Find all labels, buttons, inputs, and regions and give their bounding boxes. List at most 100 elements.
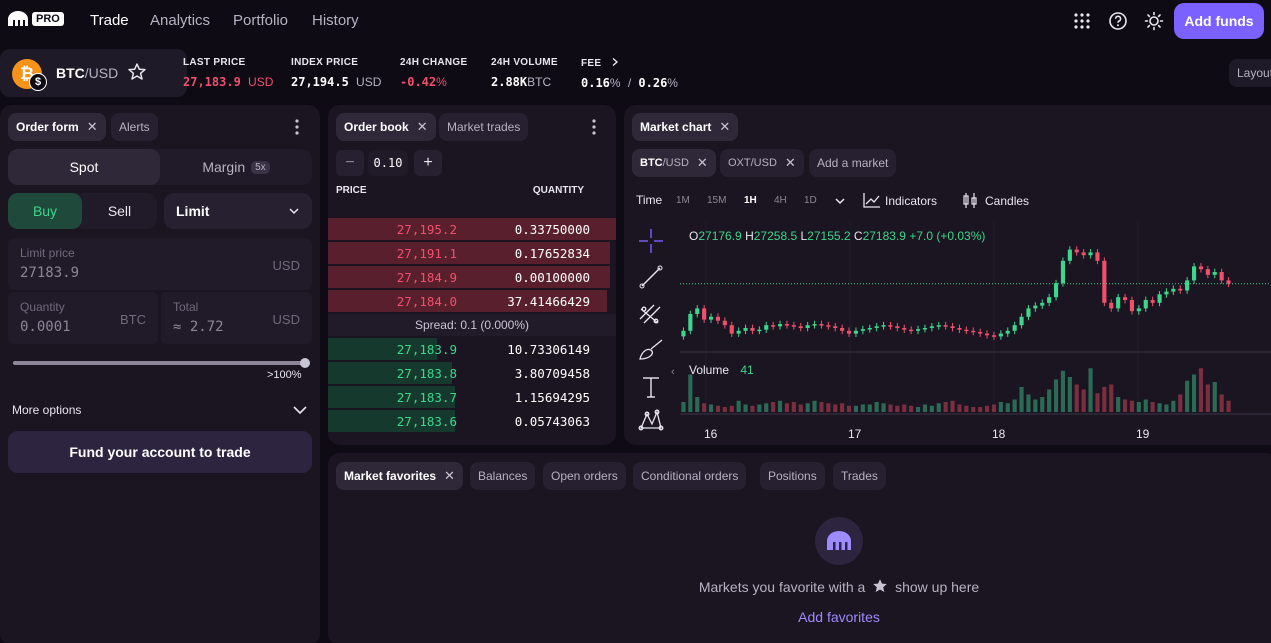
volume-bar	[1088, 368, 1093, 412]
candle-body	[715, 316, 721, 321]
theme-sun-icon[interactable]	[1144, 11, 1164, 31]
grouping-value[interactable]: 0.10	[368, 150, 408, 176]
nav-item-portfolio[interactable]: Portfolio	[233, 12, 289, 29]
amount-slider-thumb[interactable]	[300, 358, 310, 368]
ask-row[interactable]: 27,195.2 0.33750000	[328, 218, 616, 240]
indicators-icon[interactable]	[863, 192, 881, 208]
fib-tool-icon[interactable]	[638, 301, 664, 327]
ask-quantity: 0.33750000	[514, 222, 590, 237]
apps-grid-icon[interactable]	[1072, 11, 1092, 31]
timeframe-1d[interactable]: 1D	[804, 195, 817, 206]
timeframe-15m[interactable]: 15M	[707, 195, 727, 206]
layout-button[interactable]: Layout	[1229, 59, 1271, 87]
price-chart[interactable]: 16 17 18 19	[672, 222, 1271, 445]
tab-order-book[interactable]: Order book ✕	[336, 113, 436, 141]
trendline-icon[interactable]	[638, 264, 664, 290]
close-icon[interactable]: ✕	[416, 119, 428, 134]
more-options-toggle[interactable]: More options	[12, 402, 308, 420]
quantity-column-header: QUANTITY	[532, 185, 584, 196]
favorite-star-icon[interactable]	[127, 62, 147, 82]
sell-button[interactable]: Sell	[107, 203, 132, 219]
ask-row[interactable]: 27,184.0 37.41466429	[328, 290, 616, 312]
volume-bar	[1095, 393, 1100, 412]
nav-item-trade[interactable]: Trade	[90, 12, 129, 29]
pattern-tool-icon[interactable]	[638, 408, 664, 434]
fund-account-button[interactable]: Fund your account to trade	[8, 431, 312, 473]
collapse-chevron-icon[interactable]: ‹	[671, 366, 675, 378]
tab-market-favorites[interactable]: Market favorites ✕	[336, 462, 463, 490]
bid-row[interactable]: 27,183.7 1.15694295	[328, 386, 616, 408]
limit-price-field[interactable]: Limit price 27183.9 USD	[8, 238, 312, 290]
candle-body	[777, 324, 783, 327]
tab-conditional-orders[interactable]: Conditional orders	[633, 462, 747, 490]
candles-icon[interactable]	[962, 192, 978, 209]
crosshair-icon[interactable]	[638, 228, 664, 254]
nav-item-history[interactable]: History	[312, 12, 359, 29]
margin-mode-button[interactable]: Margin 5x	[160, 149, 312, 185]
order-type-select[interactable]: Limit	[164, 193, 312, 229]
bid-row[interactable]: 27,183.8 3.80709458	[328, 362, 616, 384]
buy-button[interactable]: Buy	[8, 193, 82, 229]
volume-bar	[929, 405, 934, 412]
tab-market-trades[interactable]: Market trades	[439, 113, 529, 141]
total-field[interactable]: Total ≈ 2.72 USD	[161, 292, 312, 344]
timeframe-dropdown-icon[interactable]	[834, 196, 846, 206]
chart-pair-oxt[interactable]: OXT/USD ✕	[720, 149, 804, 177]
volume-bar	[950, 400, 955, 412]
tab-order-form[interactable]: Order form ✕	[8, 113, 106, 141]
help-icon[interactable]	[1108, 11, 1128, 31]
ask-row[interactable]: 27,191.1 0.17652834	[328, 242, 616, 264]
increase-grouping-button[interactable]: +	[414, 150, 442, 176]
amount-slider-track[interactable]	[13, 358, 310, 368]
indicators-button[interactable]: Indicators	[885, 194, 938, 208]
candle-body	[1191, 266, 1197, 281]
close-icon[interactable]: ✕	[784, 155, 796, 170]
add-market-button[interactable]: Add a market	[809, 149, 897, 177]
tab-balances[interactable]: Balances	[470, 462, 536, 490]
tab-trades[interactable]: Trades	[833, 462, 886, 490]
timeframe-4h[interactable]: 4H	[774, 195, 787, 206]
brush-icon[interactable]	[638, 337, 664, 363]
tab-alerts[interactable]: Alerts	[111, 113, 158, 141]
volume-bar	[681, 402, 686, 412]
text-tool-icon[interactable]	[638, 374, 664, 400]
volume-bar	[1053, 379, 1059, 412]
candles-button[interactable]: Candles	[985, 194, 1030, 208]
kraken-pro-logo[interactable]: PRO	[7, 11, 64, 27]
quantity-field[interactable]: Quantity 0.0001 BTC	[8, 292, 158, 344]
timeframe-1h[interactable]: 1H	[744, 195, 757, 206]
tab-positions[interactable]: Positions	[760, 462, 825, 490]
pair-selector[interactable]: ₿ $ BTC/USD	[0, 49, 187, 97]
candle-body	[991, 335, 997, 337]
close-icon[interactable]: ✕	[86, 119, 98, 134]
volume-bar	[874, 402, 879, 412]
candle-body	[1205, 269, 1210, 275]
ask-quantity: 0.17652834	[514, 246, 590, 261]
close-icon[interactable]: ✕	[719, 119, 731, 134]
spot-mode-button[interactable]: Spot	[8, 149, 160, 185]
chart-pair-btc[interactable]: BTC/USD ✕	[632, 149, 716, 177]
candle-body	[971, 330, 976, 333]
maker-fee-value: 0.16	[581, 76, 610, 90]
candle-body	[943, 325, 948, 327]
bid-quantity: 10.73306149	[507, 342, 590, 357]
candle-body	[757, 329, 762, 332]
decrease-grouping-button[interactable]: −	[336, 150, 364, 176]
tab-market-chart[interactable]: Market chart ✕	[632, 113, 739, 141]
bid-row[interactable]: 27,183.6 0.05743063	[328, 410, 616, 432]
close-icon[interactable]: ✕	[696, 155, 708, 170]
ask-row[interactable]: 27,184.9 0.00100000	[328, 266, 616, 288]
close-icon[interactable]: ✕	[444, 468, 455, 483]
add-funds-button[interactable]: Add funds	[1174, 3, 1264, 39]
limit-price-value: 27183.9	[20, 265, 80, 281]
tab-open-orders[interactable]: Open orders	[543, 462, 626, 490]
bid-row[interactable]: 27,183.9 10.73306149	[328, 338, 616, 360]
ask-price: 27,191.1	[396, 246, 457, 261]
timeframe-1m[interactable]: 1M	[676, 195, 690, 206]
candle-body	[784, 324, 790, 326]
more-menu-icon[interactable]	[586, 118, 602, 136]
volume-bar	[708, 404, 714, 412]
more-menu-icon[interactable]	[289, 118, 305, 136]
fee-stat[interactable]: FEE 0.16% / 0.26%	[581, 57, 678, 90]
nav-item-analytics[interactable]: Analytics	[150, 12, 211, 29]
